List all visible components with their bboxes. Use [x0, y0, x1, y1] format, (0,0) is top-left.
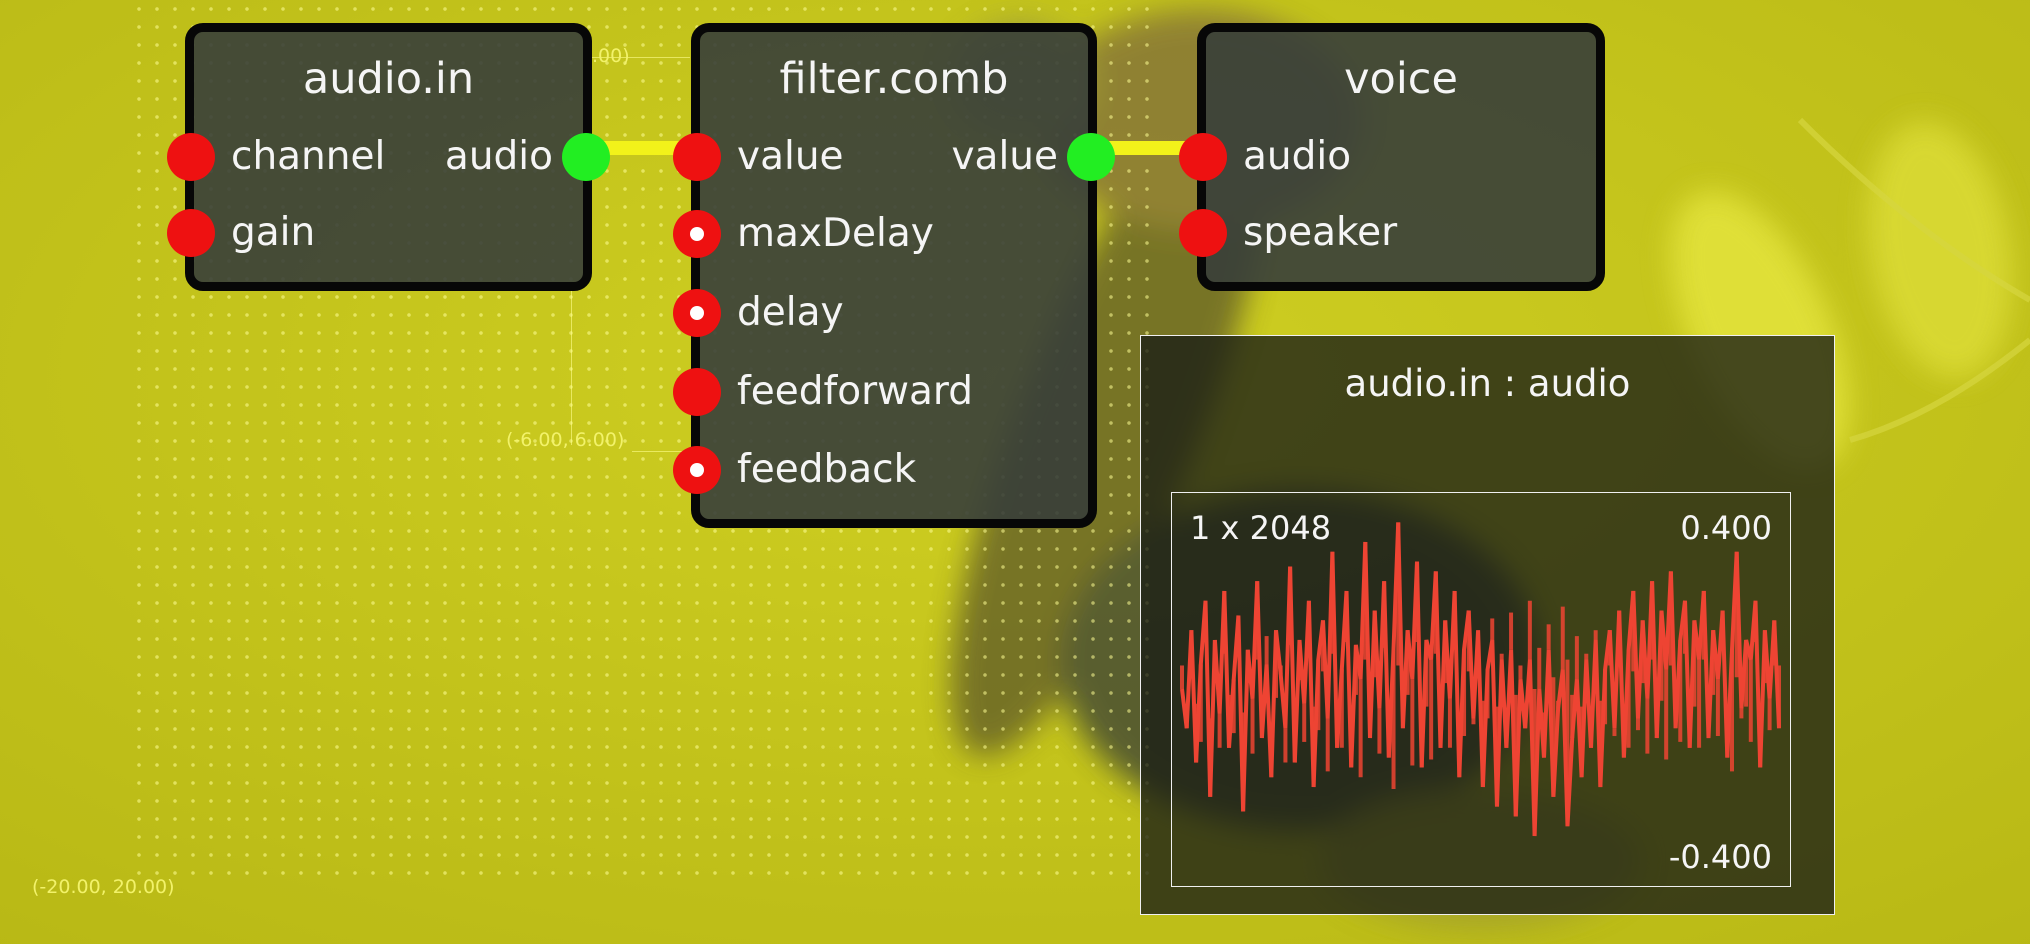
port-audio-output[interactable] [562, 133, 610, 181]
port-feedforward-input[interactable] [673, 368, 721, 416]
coord-label-mid: (-6.00, 6.00) [506, 429, 625, 451]
signal-preview-panel[interactable]: audio.in : audio 1 x 2048 0.400 -0.400 [1140, 335, 1835, 915]
port-label: feedback [737, 447, 917, 492]
port-value-input[interactable] [673, 133, 721, 181]
port-label: gain [231, 210, 316, 255]
port-label: delay [737, 290, 844, 335]
port-label: value [737, 134, 844, 179]
node-title: filter.comb [779, 54, 1009, 104]
port-label: channel [231, 134, 386, 179]
guide-line-top [590, 57, 690, 58]
port-label: value [951, 134, 1058, 179]
port-label: audio [1243, 134, 1352, 179]
port-label: maxDelay [737, 211, 934, 256]
port-channel-input[interactable] [167, 133, 215, 181]
guide-line-vertical [571, 285, 572, 445]
y-min-label: -0.400 [1668, 838, 1772, 876]
port-maxdelay-input[interactable] [673, 210, 721, 258]
node-audio-in[interactable]: audio.in channel gain audio [167, 23, 610, 291]
waveform-line [1180, 522, 1781, 837]
port-feedback-input[interactable] [673, 446, 721, 494]
coord-label-top: .00) [592, 45, 630, 67]
port-speaker-input[interactable] [1179, 209, 1227, 257]
signal-dimensions: 1 x 2048 [1190, 509, 1332, 547]
port-default-dot [690, 227, 704, 241]
y-max-label: 0.400 [1680, 509, 1772, 547]
waveform-svg [1180, 522, 1781, 837]
waveform-plot: 1 x 2048 0.400 -0.400 [1171, 492, 1791, 887]
node-voice[interactable]: voice audio speaker [1179, 23, 1605, 291]
port-delay-input[interactable] [673, 289, 721, 337]
node-filter-comb[interactable]: filter.comb value maxDelay delay feedfor… [673, 23, 1115, 528]
port-label: speaker [1243, 210, 1398, 255]
port-label: audio [444, 134, 553, 179]
port-default-dot [690, 463, 704, 477]
port-gain-input[interactable] [167, 209, 215, 257]
port-value-output[interactable] [1067, 133, 1115, 181]
port-label: feedforward [737, 369, 973, 414]
port-audio-input[interactable] [1179, 133, 1227, 181]
node-title: voice [1344, 54, 1458, 104]
port-default-dot [690, 306, 704, 320]
guide-line-mid [632, 451, 692, 452]
coord-label-bottom: (-20.00, 20.00) [32, 876, 175, 898]
preview-title: audio.in : audio [1344, 362, 1631, 405]
node-title: audio.in [302, 54, 475, 104]
